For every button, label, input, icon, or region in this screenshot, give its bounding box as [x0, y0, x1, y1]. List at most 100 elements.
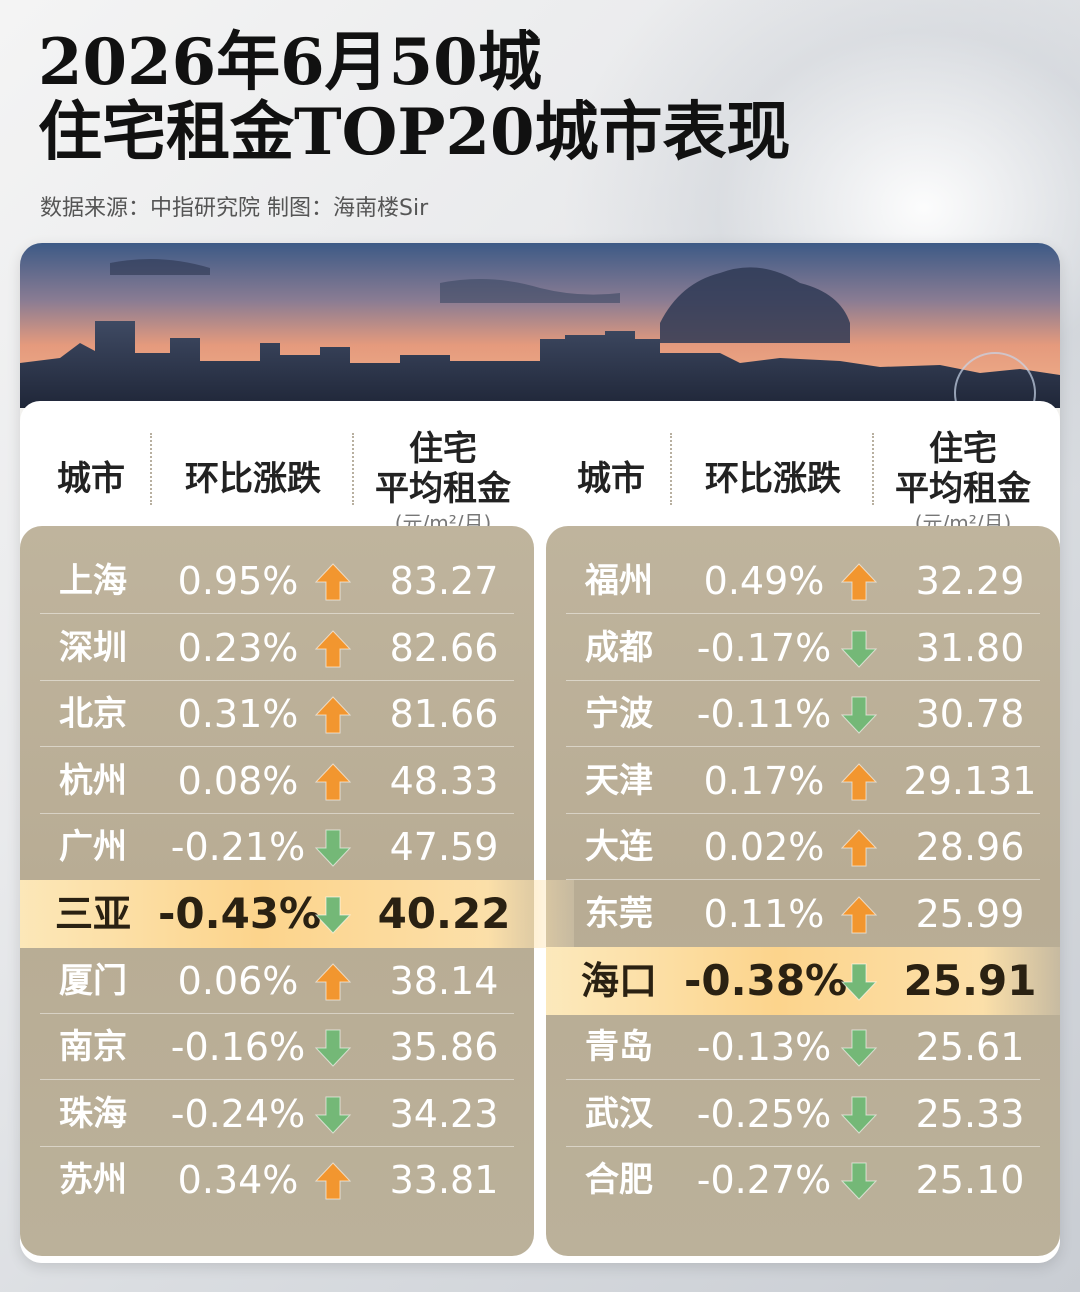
arrow-up-icon: [308, 948, 358, 1014]
row-separator: [566, 613, 1040, 614]
change-value: -0.38%: [684, 955, 848, 1005]
arrow-up-icon: [308, 548, 358, 614]
table-row: 天津 0.17% 29.131: [546, 748, 1060, 814]
rent-value: 25.91: [903, 955, 1037, 1005]
change-value: -0.21%: [170, 825, 306, 870]
city-name: 武汉: [585, 1093, 653, 1134]
arrow-down-icon: [308, 1081, 358, 1147]
city-name: 大连: [585, 827, 653, 868]
row-separator: [40, 746, 514, 748]
table-row: 武汉 -0.25% 25.33: [546, 1081, 1060, 1147]
arrow-down-icon: [834, 681, 884, 747]
table-row: 厦门 0.06% 38.14: [20, 948, 534, 1014]
header-divider: [150, 433, 152, 505]
rent-value: 83.27: [389, 559, 499, 603]
table-row: 东莞 0.11% 25.99: [546, 881, 1060, 947]
table-row: 海口 -0.38% 25.91: [546, 946, 1060, 1015]
arrow-up-icon: [308, 748, 358, 814]
rent-value: 48.33: [389, 758, 499, 803]
city-name: 苏州: [59, 1160, 127, 1201]
highlight-bar: [546, 946, 1060, 1015]
row-separator: [566, 812, 1040, 814]
change-value: -0.11%: [696, 692, 832, 737]
arrow-down-icon: [308, 1014, 358, 1080]
table-row: 青岛 -0.13% 25.61: [546, 1014, 1060, 1081]
right-column-headers: 城市 环比涨跌 住宅 平均租金 (元/m²/月): [540, 413, 1060, 535]
table-row: 上海 0.95% 83.27: [20, 548, 534, 614]
header-rent-line2: 平均租金: [895, 469, 1031, 509]
table-row: 北京 0.31% 81.66: [20, 681, 534, 748]
arrow-up-icon: [834, 748, 884, 814]
header-rent-line1: 住宅: [409, 429, 477, 469]
row-separator: [566, 1145, 1040, 1147]
change-value: 0.08%: [177, 758, 299, 803]
highlight-bar: [20, 880, 574, 948]
header-city: 城市: [57, 459, 125, 499]
arrow-up-icon: [834, 814, 884, 880]
header-city: 城市: [577, 459, 645, 499]
table-row: 南京 -0.16% 35.86: [20, 1014, 534, 1081]
change-value: 0.31%: [177, 692, 299, 737]
header-change: 环比涨跌: [185, 459, 321, 499]
change-value: 0.95%: [177, 559, 299, 603]
rent-value: 33.81: [389, 1158, 499, 1203]
arrow-up-icon: [834, 548, 884, 614]
rent-value: 25.99: [915, 892, 1025, 936]
change-value: -0.25%: [696, 1091, 832, 1136]
header-rent-line1: 住宅: [929, 429, 997, 469]
arrow-up-icon: [308, 615, 358, 681]
city-skyline-banner: [20, 243, 1060, 408]
city-name: 海口: [580, 958, 657, 1003]
arrow-down-icon: [834, 615, 884, 681]
row-separator: [40, 1079, 514, 1081]
rent-value: 35.86: [389, 1025, 499, 1070]
city-name: 合肥: [585, 1160, 653, 1201]
arrow-down-icon: [308, 881, 358, 947]
table-row: 大连 0.02% 28.96: [546, 814, 1060, 881]
header-divider: [352, 433, 354, 505]
header-divider: [670, 433, 672, 505]
city-name: 上海: [59, 561, 127, 601]
title-line-2: 住宅租金TOP20城市表现: [38, 95, 791, 170]
table-row: 成都 -0.17% 31.80: [546, 615, 1060, 681]
city-name: 东莞: [585, 894, 653, 934]
rent-value: 40.22: [377, 889, 511, 938]
header-divider: [872, 433, 874, 505]
arrow-up-icon: [834, 881, 884, 947]
table-row: 宁波 -0.11% 30.78: [546, 681, 1060, 748]
row-separator: [566, 746, 1040, 748]
rent-value: 25.61: [915, 1025, 1025, 1070]
city-name: 宁波: [585, 694, 653, 735]
source-caption: 数据来源：中指研究院 制图：海南楼Sir: [40, 196, 429, 221]
change-value: -0.16%: [170, 1025, 306, 1070]
row-separator: [566, 879, 1040, 881]
city-name: 厦门: [59, 960, 127, 1001]
table-row: 广州 -0.21% 47.59: [20, 814, 534, 880]
rent-value: 25.33: [915, 1091, 1025, 1136]
row-separator: [40, 613, 514, 614]
arrow-up-icon: [308, 1147, 358, 1213]
arrow-down-icon: [834, 1081, 884, 1147]
header-rent-line2: 平均租金: [375, 469, 511, 509]
table-row: 苏州 0.34% 33.81: [20, 1147, 534, 1213]
change-value: -0.43%: [158, 889, 322, 938]
rent-value: 30.78: [915, 692, 1025, 737]
row-separator: [40, 812, 514, 814]
row-separator: [40, 1145, 514, 1147]
table-row: 三亚 -0.43% 40.22: [20, 880, 574, 948]
change-value: -0.24%: [170, 1091, 306, 1136]
change-value: 0.11%: [703, 892, 825, 936]
change-value: 0.23%: [177, 625, 299, 670]
city-name: 三亚: [54, 892, 131, 936]
row-separator: [40, 679, 514, 681]
rent-value: 32.29: [915, 559, 1025, 603]
rent-value: 29.131: [903, 758, 1037, 803]
change-value: 0.06%: [177, 958, 299, 1003]
change-value: -0.17%: [696, 625, 832, 670]
city-name: 福州: [585, 561, 653, 601]
table-row: 珠海 -0.24% 34.23: [20, 1081, 534, 1147]
table-row: 杭州 0.08% 48.33: [20, 748, 534, 814]
change-value: 0.17%: [703, 758, 825, 803]
row-separator: [40, 1012, 514, 1014]
rent-value: 82.66: [389, 625, 499, 670]
